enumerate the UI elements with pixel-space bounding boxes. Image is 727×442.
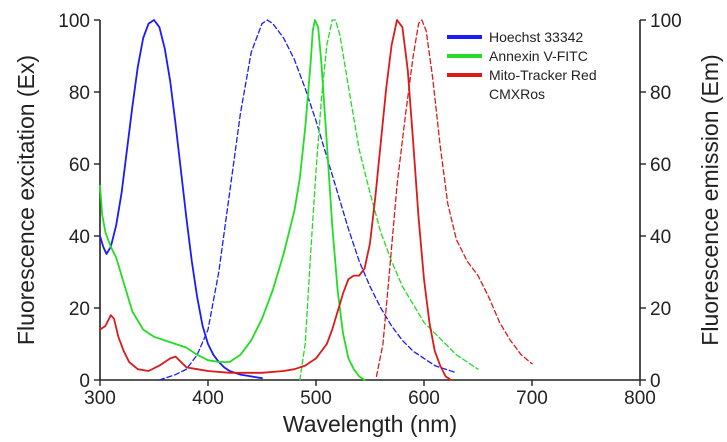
right-y-tick-label-60: 60 <box>650 155 671 176</box>
right-y-axis-title: Fluorescence emission (Em) <box>697 54 723 345</box>
left-y-tick-label-20: 20 <box>69 299 90 320</box>
right-y-tick-label-100: 100 <box>650 11 682 32</box>
series-layer <box>99 19 533 381</box>
series-line-4-excitation <box>99 19 452 381</box>
left-y-axis-title: Fluorescence excitation (Ex) <box>13 55 39 345</box>
left-y-tick-label-0: 0 <box>79 371 90 392</box>
right-y-tick-label-80: 80 <box>650 83 671 104</box>
x-tick-label-400: 400 <box>192 388 224 409</box>
x-tick-label-300: 300 <box>84 388 116 409</box>
right-y-tick-label-0: 0 <box>650 371 661 392</box>
series-line-1-emission <box>158 19 458 381</box>
legend-label-mitotracker: Mito-Tracker Red <box>489 67 597 83</box>
x-axis-title: Wavelength (nm) <box>283 411 457 437</box>
series-line-5-emission <box>375 19 533 378</box>
legend-label-mitotracker-cont: CMXRos <box>489 86 545 102</box>
legend-label-annexin: Annexin V-FITC <box>489 48 588 64</box>
x-tick-label-700: 700 <box>516 388 548 409</box>
legend-label-hoechst: Hoechst 33342 <box>489 29 583 45</box>
x-tick-label-600: 600 <box>408 388 440 409</box>
left-y-tick-label-80: 80 <box>69 83 90 104</box>
series-line-0-excitation <box>99 19 263 380</box>
left-y-tick-label-100: 100 <box>58 11 90 32</box>
right-y-tick-label-20: 20 <box>650 299 671 320</box>
x-tick-label-500: 500 <box>300 388 332 409</box>
series-line-3-emission <box>299 19 479 381</box>
left-y-tick-label-40: 40 <box>69 227 90 248</box>
series-line-2-excitation <box>99 19 366 381</box>
x-tick-label-800: 800 <box>624 388 656 409</box>
legend: Hoechst 33342 Annexin V-FITC Mito-Tracke… <box>447 29 597 102</box>
right-y-tick-label-40: 40 <box>650 227 671 248</box>
left-y-tick-label-60: 60 <box>69 155 90 176</box>
axes <box>99 20 641 381</box>
